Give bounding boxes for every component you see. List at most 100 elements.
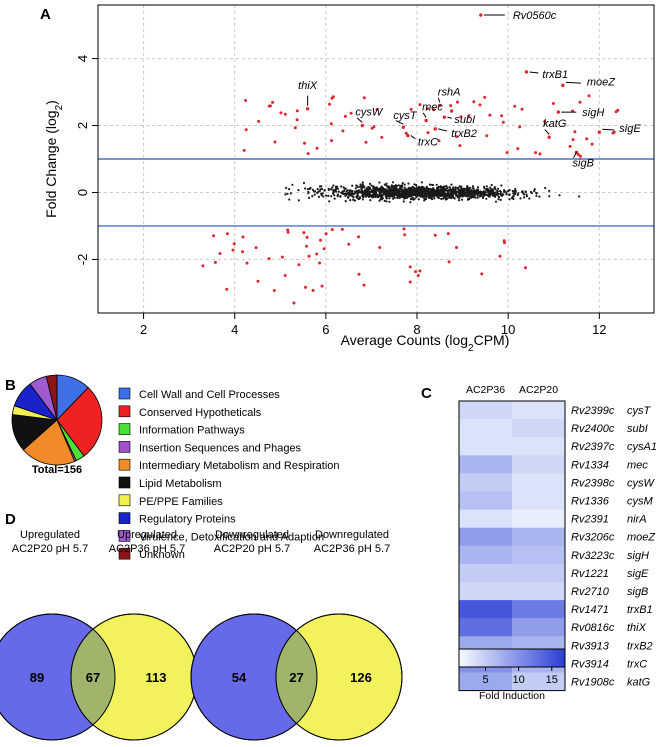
ma-point: [336, 195, 339, 198]
ma-point: [482, 191, 485, 194]
ma-point: [320, 194, 323, 197]
ma-point-up: [478, 103, 482, 107]
ma-point: [316, 188, 319, 191]
ma-gene-label: katG: [543, 118, 567, 130]
heatmap-cell: [459, 600, 512, 619]
ma-point: [428, 183, 431, 186]
ma-point: [420, 188, 423, 191]
heatmap-cell: [512, 473, 565, 492]
ma-point: [514, 188, 517, 191]
ma-point: [494, 191, 497, 194]
ma-point: [503, 189, 506, 192]
ma-point: [442, 187, 445, 191]
venn-left-subtitle: AC2P20 pH 5.7: [214, 543, 290, 555]
ma-point: [535, 192, 538, 195]
ma-point: [459, 195, 462, 198]
ma-point: [425, 186, 429, 189]
ma-point-labeled: [401, 125, 406, 129]
ma-point: [336, 187, 340, 190]
ma-point: [419, 190, 422, 193]
ma-point-labeled: [561, 83, 565, 88]
ma-point: [383, 188, 386, 191]
ma-point: [342, 192, 345, 195]
heatmap-gene-label: thiX: [627, 622, 647, 634]
colorbar-step: [466, 649, 471, 667]
ma-point: [435, 194, 438, 197]
ma-point-up: [614, 110, 618, 114]
ma-y-axis-label: Fold Change (log2): [43, 100, 65, 218]
ma-point: [433, 197, 436, 200]
ma-point: [393, 196, 396, 199]
ma-point-down: [245, 261, 249, 265]
pie-legend-label: Regulatory Proteins: [139, 514, 236, 526]
ma-point: [476, 191, 479, 194]
ma-point-up: [343, 114, 347, 118]
ma-point: [317, 195, 321, 198]
ma-point-up: [380, 135, 384, 139]
ma-point: [333, 188, 336, 192]
ma-point-down: [231, 248, 235, 252]
heatmap-gene-label: cysW: [627, 477, 656, 489]
ma-point: [409, 201, 412, 204]
ma-point: [414, 189, 417, 192]
ma-point: [470, 189, 473, 192]
ma-point: [494, 193, 497, 197]
ma-point: [297, 199, 300, 202]
pie-legend-label: Unknown: [139, 549, 185, 561]
venn-left-title: Upregulated: [20, 529, 80, 541]
heatmap-locus-label: Rv1471: [571, 604, 609, 616]
ma-point: [429, 196, 432, 200]
ma-threshold-lines: [98, 158, 654, 227]
ma-point-up: [341, 129, 345, 133]
colorbar-step: [535, 649, 539, 667]
heatmap-cell: [459, 563, 512, 583]
ma-point: [466, 185, 469, 188]
colorbar-step: [459, 649, 463, 667]
ma-point: [433, 189, 436, 192]
heatmap-gene-label: sigE: [627, 568, 649, 580]
ma-label-arrow: [410, 135, 416, 140]
ma-point: [500, 193, 503, 196]
ma-point: [425, 195, 428, 198]
ma-point: [508, 198, 511, 201]
ma-point: [517, 192, 520, 195]
ma-point: [458, 185, 461, 188]
ma-label-arrow: [437, 97, 441, 103]
ma-point: [478, 190, 481, 194]
ma-point-down: [241, 250, 244, 254]
ma-point: [320, 187, 324, 191]
ma-point: [391, 190, 394, 193]
ma-point: [443, 196, 446, 199]
ma-point: [403, 186, 406, 189]
ma-point: [333, 197, 336, 200]
ma-point: [333, 194, 336, 197]
ma-point-labeled: [360, 123, 365, 128]
ma-point-labeled: [556, 110, 560, 114]
ma-point-up: [409, 107, 413, 111]
ma-point: [461, 187, 464, 190]
ma-point-down: [319, 238, 322, 242]
ma-point: [330, 195, 333, 198]
ma-point: [337, 190, 340, 193]
ma-gene-label: thiX: [298, 80, 318, 92]
ma-point: [351, 184, 354, 187]
ma-point-labeled: [547, 135, 551, 139]
ma-point: [482, 194, 485, 197]
ma-point: [340, 185, 343, 188]
ma-point: [516, 193, 519, 197]
ma-point: [491, 193, 494, 196]
heatmap-gene-label: katG: [627, 677, 651, 689]
ma-point-up: [573, 130, 577, 134]
ma-point: [500, 184, 503, 187]
ma-point-up: [349, 111, 353, 115]
heatmap-cell: [459, 455, 512, 474]
ma-point: [413, 183, 416, 186]
ma-point-up: [295, 109, 299, 113]
ma-point: [457, 186, 460, 189]
ma-point: [485, 193, 488, 196]
colorbar-step: [464, 649, 468, 667]
heatmap-locus-label: Rv2397c: [571, 441, 615, 453]
colorbar-step: [512, 649, 516, 667]
pie-legend-swatch: [118, 530, 131, 542]
ma-point-down: [402, 227, 406, 231]
